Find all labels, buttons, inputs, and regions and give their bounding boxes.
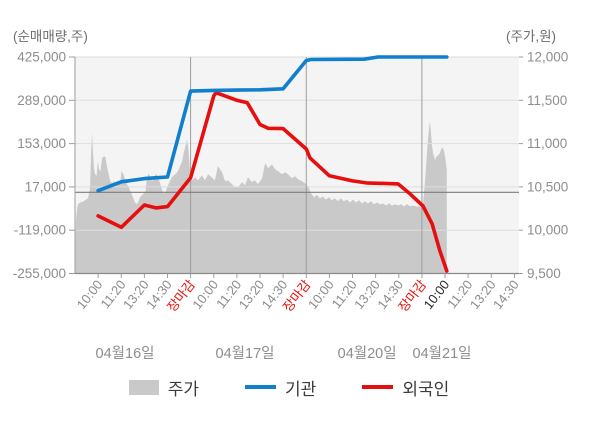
foreigner-line [96, 90, 449, 273]
institution-line-swatch [245, 385, 277, 389]
time-label: 10:00 [74, 277, 106, 312]
right-axis-tick-label: 11,500 [527, 93, 567, 108]
foreigner-line-swatch [362, 385, 394, 389]
right-axis-tick-label: 10,500 [527, 179, 568, 194]
right-axis-tick-label: 12,000 [527, 50, 568, 65]
legend-label-foreigner: 외국인 [402, 379, 450, 399]
legend-label-institution: 기관 [285, 379, 317, 399]
time-label: 10:00 [189, 277, 221, 312]
institution-line [96, 55, 449, 193]
legend-item-price: 주가 [128, 375, 200, 400]
date-label: 04월21일 [413, 345, 472, 362]
date-label: 04월20일 [338, 345, 397, 362]
left-axis-tick-label: 289,000 [17, 93, 66, 108]
price-area-swatch [128, 379, 159, 395]
price-area [75, 122, 447, 274]
left-axis-tick-label: 17,000 [25, 179, 66, 194]
right-axis-tick-label: 9,500 [527, 266, 561, 281]
right-axis-tick-label: 10,000 [527, 223, 568, 238]
time-label: 10:00 [305, 277, 337, 312]
right-axis-tick-label: 11,000 [527, 136, 567, 151]
left-axis-tick-label: -119,000 [14, 223, 66, 238]
legend: 주가 기관 외국인 [0, 374, 589, 400]
left-axis-tick-label: 153,000 [17, 136, 66, 151]
left-axis-title: (순매매량,주) [13, 29, 88, 44]
left-axis-tick-label: 425,000 [17, 50, 66, 65]
right-axis-title: (주가,원) [506, 29, 557, 44]
time-label: 10:00 [421, 277, 453, 312]
legend-item-foreigner: 외국인 [362, 375, 449, 400]
legend-label-price: 주가 [167, 379, 200, 399]
time-label: 14:30 [490, 277, 522, 312]
date-label: 04월16일 [96, 345, 155, 362]
left-axis-tick-label: -255,000 [13, 266, 66, 281]
date-label: 04월17일 [216, 345, 275, 362]
legend-item-institution: 기관 [245, 375, 316, 400]
